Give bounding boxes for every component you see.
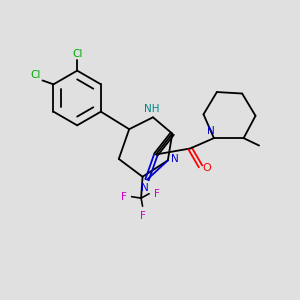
Text: F: F — [140, 211, 146, 221]
Text: Cl: Cl — [31, 70, 41, 80]
Text: NH: NH — [144, 104, 159, 114]
Text: N: N — [207, 126, 215, 136]
Text: Cl: Cl — [72, 49, 83, 59]
Text: F: F — [154, 189, 160, 199]
Text: N: N — [171, 154, 179, 164]
Text: O: O — [203, 163, 212, 173]
Text: N: N — [141, 183, 148, 193]
Text: F: F — [121, 192, 127, 202]
